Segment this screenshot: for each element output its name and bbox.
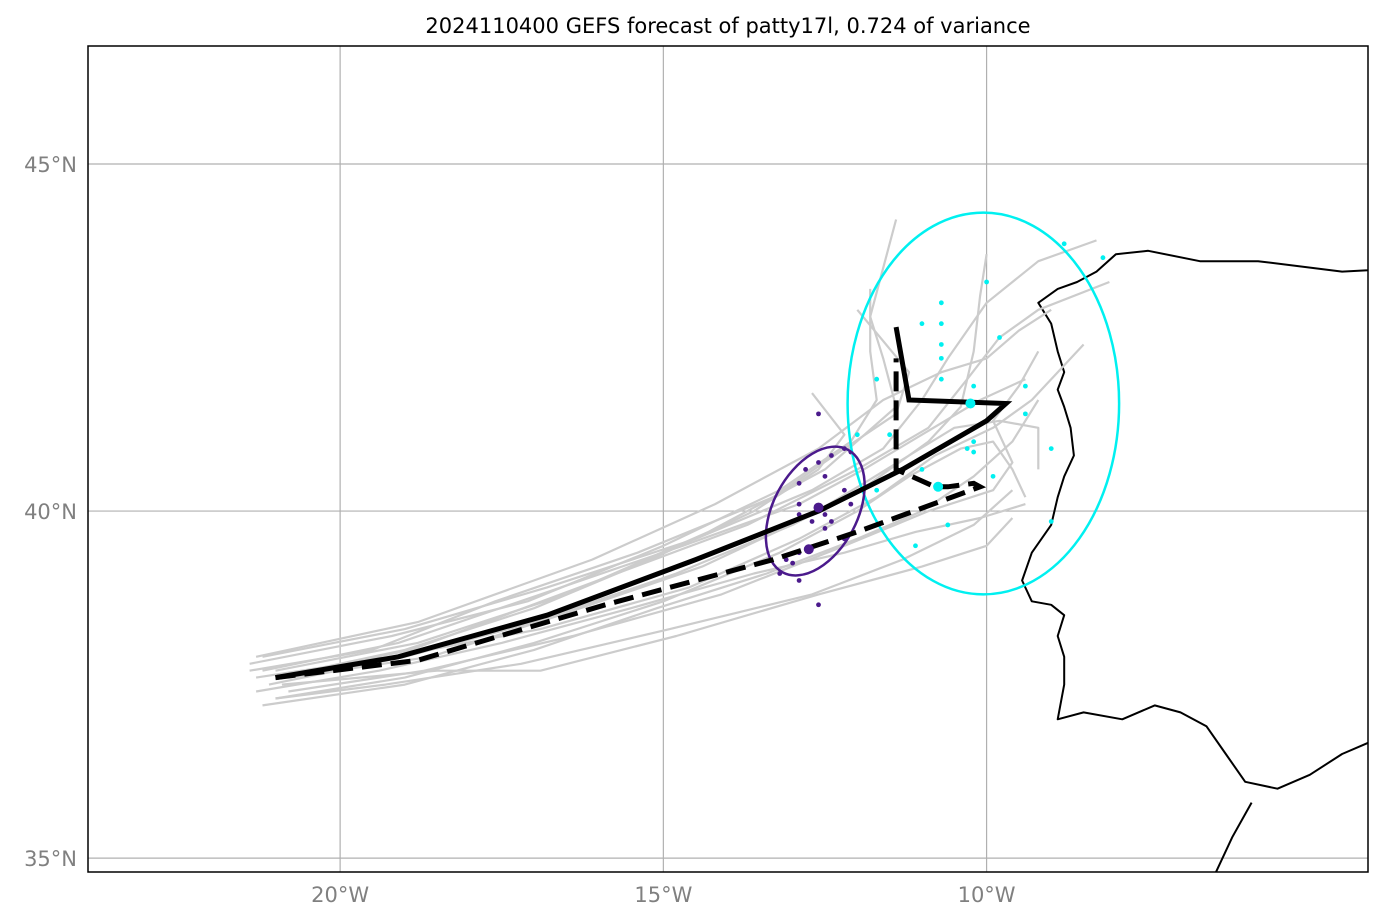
- cluster-b-point: [790, 560, 796, 566]
- lat-tick-label: 35°N: [24, 847, 77, 871]
- cluster-a-point: [971, 439, 977, 445]
- cluster-b-point: [822, 526, 828, 531]
- member-track: [262, 399, 1040, 707]
- cluster-b-point: [783, 557, 789, 563]
- graticule: [88, 46, 1368, 872]
- member-track: [255, 503, 1026, 693]
- axis-tick-labels: 20°W 15°W 10°W 45°N 40°N 35°N: [24, 153, 1016, 907]
- coastline-layer: [1021, 249, 1368, 872]
- cluster-a-point: [964, 446, 970, 451]
- cluster-a-point: [919, 321, 925, 327]
- cluster-b-centroid: [813, 502, 824, 513]
- member-track: [275, 280, 1110, 679]
- cluster-b-point: [822, 473, 828, 479]
- cluster-a-point: [997, 335, 1002, 340]
- cluster-b-point: [816, 411, 821, 417]
- cluster-a-point: [874, 487, 880, 493]
- lat-tick-label: 40°N: [24, 500, 77, 524]
- cluster-b-point: [829, 519, 834, 524]
- cluster-b-point: [841, 487, 847, 493]
- lat-tick-label: 45°N: [24, 153, 77, 177]
- lon-tick-label: 20°W: [311, 883, 369, 907]
- cluster-b-point: [796, 578, 802, 583]
- lon-tick-label: 15°W: [634, 883, 692, 907]
- cluster-b-point: [816, 602, 821, 608]
- cluster-a-point: [938, 376, 944, 382]
- cluster-a-point: [990, 473, 996, 479]
- cluster-a-point: [1061, 241, 1067, 247]
- member-track: [255, 308, 1052, 658]
- cluster-b-ellipse: [764, 445, 866, 577]
- cluster-b-point: [848, 501, 854, 507]
- cluster-a-point: [874, 376, 880, 382]
- cluster-a-point: [1048, 519, 1054, 524]
- member-track: [275, 392, 846, 679]
- cluster-a-point: [1100, 255, 1106, 261]
- cluster-b-point: [796, 480, 802, 486]
- cluster-a-point: [938, 321, 944, 327]
- cluster-a-point: [913, 543, 918, 549]
- cluster-b-point: [816, 460, 821, 465]
- cluster-b-point: [796, 501, 802, 507]
- cluster-a-point: [938, 355, 944, 361]
- cluster-a-point: [1048, 446, 1054, 451]
- member-track: [275, 440, 1027, 700]
- chart-title: 2024110400 GEFS forecast of patty17l, 0.…: [425, 14, 1030, 38]
- cluster-a-point: [984, 279, 989, 285]
- cluster-a-point: [971, 383, 977, 389]
- cluster-a-point: [1022, 383, 1028, 389]
- member-track: [262, 378, 1026, 672]
- map-frame: [87, 45, 1369, 873]
- cluster-a-point: [854, 432, 860, 438]
- ensemble-mean-tracks: [275, 326, 1013, 681]
- cluster-a-point: [919, 467, 925, 472]
- ensemble-member-tracks: [249, 219, 1110, 707]
- cluster-a-point: [887, 432, 893, 438]
- cluster-b-point: [809, 519, 815, 524]
- cluster-b-centroid-2: [803, 544, 814, 555]
- mean-track-solid: [275, 326, 1013, 681]
- cluster-a-centroid-2: [933, 481, 944, 492]
- cluster-b-point: [803, 467, 808, 472]
- member-track: [262, 239, 1097, 658]
- cluster-a-point: [945, 522, 951, 528]
- cluster-a-ellipse: [846, 211, 1121, 596]
- lon-tick-label: 10°W: [958, 883, 1016, 907]
- cluster-a-point: [971, 449, 977, 455]
- iberia-coastline: [1021, 249, 1368, 790]
- cluster-b-point: [829, 453, 834, 458]
- cluster-a-centroid: [965, 398, 976, 409]
- mean-track-dashed: [275, 358, 987, 681]
- cluster-points-layer: [764, 211, 1121, 608]
- africa-coastline: [1214, 802, 1253, 872]
- cluster-a-point: [938, 342, 944, 347]
- member-track: [275, 489, 1014, 700]
- cluster-a-point: [1022, 411, 1028, 417]
- cluster-b-point: [822, 512, 828, 517]
- cluster-a-point: [938, 300, 944, 306]
